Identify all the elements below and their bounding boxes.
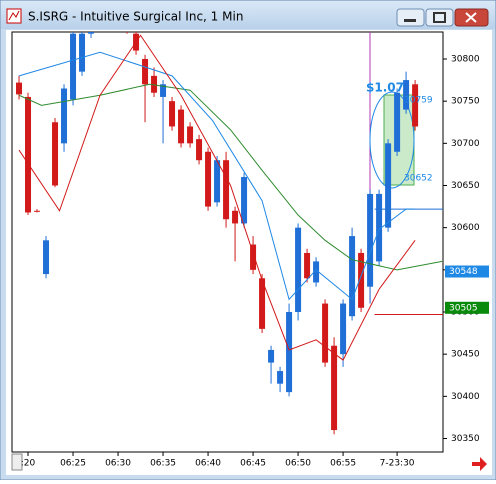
y-tick-label: 30800 <box>451 54 480 64</box>
candle-body <box>52 122 59 186</box>
candle-body <box>412 84 419 127</box>
candle-body <box>403 80 410 110</box>
app-icon <box>6 8 22 24</box>
candle-body <box>88 32 95 34</box>
candle-body <box>340 303 347 355</box>
candle-body <box>385 143 392 228</box>
price-axis <box>444 32 490 452</box>
maximize-button[interactable] <box>425 8 454 27</box>
y-tick-label: 30700 <box>451 139 480 149</box>
x-tick-label: 06:55 <box>330 459 356 469</box>
price-tag-label: 30505 <box>449 303 478 313</box>
candle-body <box>349 236 356 317</box>
candle-body <box>16 82 23 95</box>
x-tick-label: 06:25 <box>60 459 86 469</box>
candle-body <box>142 58 149 85</box>
candle-body <box>178 109 185 144</box>
minimize-button[interactable] <box>396 8 425 27</box>
candle-body <box>223 160 230 220</box>
price-tag <box>445 301 489 314</box>
candle-body <box>205 151 212 207</box>
x-tick-label: 7-23:30 <box>380 459 415 469</box>
candle-body <box>34 210 41 212</box>
selection-ellipse <box>369 91 415 189</box>
maximize-icon <box>433 12 446 23</box>
app-icon-glyph <box>8 10 20 21</box>
candle-body <box>241 177 248 224</box>
x-tick-label: 06:45 <box>240 459 266 469</box>
candle-body <box>367 193 374 287</box>
candle-body <box>160 84 167 97</box>
candle-body <box>295 227 302 312</box>
candle-body <box>214 160 221 203</box>
candle-body <box>232 210 239 224</box>
minimize-icon <box>404 19 416 22</box>
candle-body <box>277 371 284 384</box>
y-tick-label: 30400 <box>451 392 480 402</box>
candle-body <box>169 101 176 127</box>
candle-body <box>43 240 50 275</box>
candle-body <box>187 126 194 144</box>
candle-body <box>358 252 365 308</box>
close-icon <box>465 12 477 23</box>
scroll-right-arrow[interactable] <box>472 457 487 471</box>
candle-body <box>286 312 293 393</box>
price-tag-label: 30548 <box>449 267 478 277</box>
x-tick-label: 06:50 <box>285 459 311 469</box>
annotation: $1.07 <box>366 81 404 95</box>
candle-body <box>196 139 203 161</box>
candle-body <box>376 193 383 262</box>
candle-body <box>61 88 68 144</box>
scroll-button[interactable] <box>11 453 23 471</box>
candle-body <box>313 261 320 283</box>
x-tick-label: 06:40 <box>195 459 221 469</box>
candle-body <box>250 244 257 270</box>
window-title: S.ISRG - Intuitive Surgical Inc, 1 Min <box>28 10 243 24</box>
candle-body <box>70 33 77 100</box>
candle-body <box>394 92 401 152</box>
candle-body <box>25 96 32 213</box>
candle-body <box>268 349 275 363</box>
candle-body <box>259 278 266 329</box>
x-tick-label: 06:35 <box>150 459 176 469</box>
annotation: 30652 <box>404 174 433 184</box>
y-tick-label: 30600 <box>451 223 480 233</box>
candle-body <box>331 345 338 431</box>
moving-average-line <box>18 51 416 301</box>
candle-body <box>304 252 311 279</box>
candle-body <box>322 303 329 363</box>
moving-average-line <box>18 83 443 271</box>
y-tick-label: 30750 <box>451 97 480 107</box>
moving-average-line <box>18 34 416 361</box>
y-tick-label: 30350 <box>451 434 480 444</box>
x-tick-label: 06:30 <box>105 459 131 469</box>
y-tick-label: 30650 <box>451 181 480 191</box>
y-tick-label: 30450 <box>451 350 480 360</box>
time-axis <box>12 453 443 471</box>
candle-body <box>79 33 86 72</box>
candle-body <box>151 75 158 93</box>
x-tick-label: :20 <box>21 459 36 469</box>
annotation: 30759 <box>404 96 433 106</box>
price-tag <box>445 265 489 278</box>
